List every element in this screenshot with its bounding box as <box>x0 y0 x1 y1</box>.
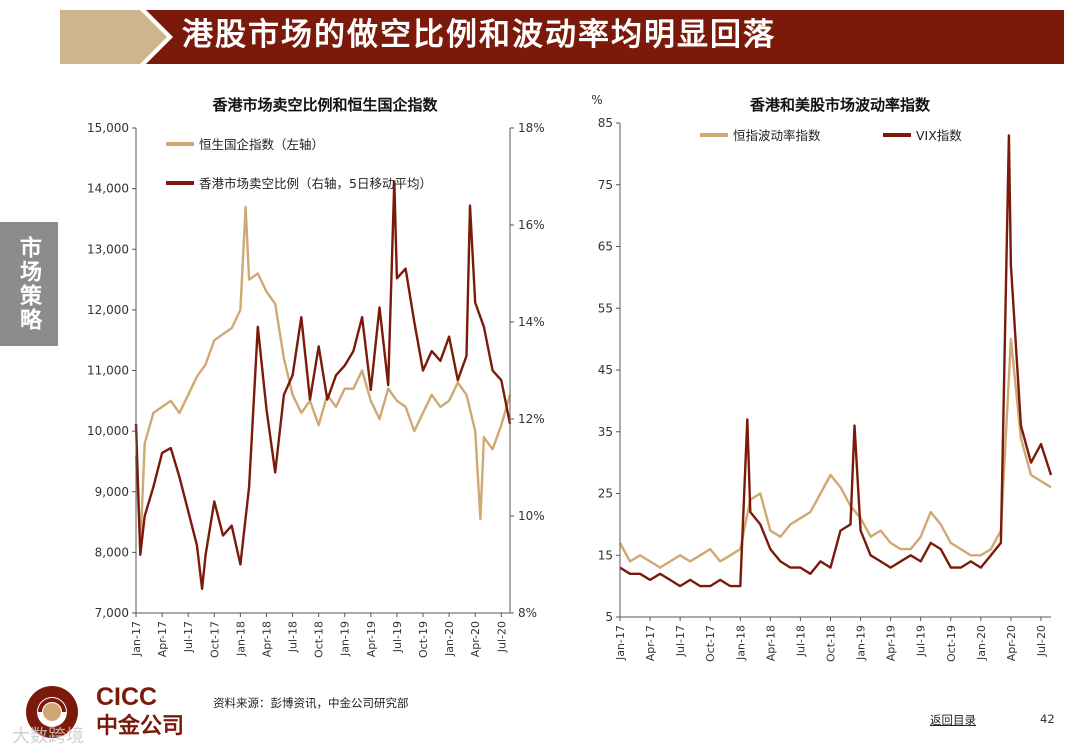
c1-x-tick-label: Apr-17 <box>156 621 169 657</box>
c1-y2-tick-label: 14% <box>518 315 545 329</box>
c1-y-tick-label: 15,000 <box>87 121 129 135</box>
c1-y-tick-label: 8,000 <box>95 545 129 559</box>
c2-x-tick-label: Oct-19 <box>945 625 958 662</box>
data-source-note: 资料来源：彭博资讯，中金公司研究部 <box>213 696 409 710</box>
c2-x-tick-label: Jan-20 <box>975 625 988 661</box>
c2-y-tick-label: 5 <box>605 610 613 624</box>
c2-x-tick-label: Jul-20 <box>1035 625 1048 657</box>
c1-y-tick-label: 14,000 <box>87 182 129 196</box>
c2-x-tick-label: Oct-18 <box>824 625 837 662</box>
c1-series-line-1 <box>134 180 512 590</box>
c2-series-line-1 <box>619 134 1053 588</box>
c1-x-tick-label: Oct-18 <box>313 621 326 658</box>
chart-short-selling-hscei: 香港市场卖空比例和恒生国企指数 15,000 14,000 13,000 12,000… <box>87 96 545 658</box>
c1-y-tick-label: 13,000 <box>87 242 129 256</box>
page-title: 港股市场的做空比例和波动率均明显回落 <box>182 17 776 53</box>
c2-x-tick-label: Jan-17 <box>614 625 627 661</box>
c2-y-tick-label: 75 <box>598 178 613 192</box>
c1-x-tick-label: Jul-18 <box>287 621 300 653</box>
c2-y-tick-label: 65 <box>598 240 613 254</box>
c1-x-tick-label: Jan-17 <box>130 621 143 657</box>
c2-x-tick-label: Jul-17 <box>674 625 687 657</box>
watermark: 大数跨境 <box>12 726 84 747</box>
c2-y-tick-label: 55 <box>598 301 613 315</box>
logo-text-en: CICC <box>96 683 157 711</box>
cicc-logo: CICC 中金公司 <box>26 683 184 739</box>
c1-x-tick-label: Oct-17 <box>208 621 221 658</box>
c1-legend-label-1: 香港市场卖空比例（右轴，5日移动平均） <box>199 176 432 191</box>
c1-y2-tick-label: 18% <box>518 121 545 135</box>
c2-x-tick-label: Oct-17 <box>704 625 717 662</box>
back-to-contents-link[interactable]: 返回目录 <box>930 713 976 727</box>
side-tab-label: 市场策略 <box>16 236 42 332</box>
header-banner <box>60 10 1064 64</box>
c2-y-tick-label: 15 <box>598 548 613 562</box>
c1-y-tick-label: 11,000 <box>87 364 129 378</box>
c2-x-tick-label: Apr-18 <box>764 625 777 661</box>
side-tab[interactable]: 市场策略 <box>0 222 58 346</box>
c2-x-tick-label: Apr-20 <box>1005 625 1018 661</box>
chart2-y-unit: % <box>591 93 602 107</box>
c2-x-tick-label: Apr-19 <box>885 625 898 661</box>
c1-x-tick-label: Jul-17 <box>182 621 195 653</box>
c1-y2-tick-label: 10% <box>518 509 545 523</box>
c2-series-line-0 <box>618 337 1052 569</box>
chart2-title: 香港和美股市场波动率指数 <box>750 96 931 114</box>
c1-x-tick-label: Apr-20 <box>469 621 482 657</box>
c1-x-tick-label: Jul-19 <box>391 621 404 653</box>
c1-x-tick-label: Apr-18 <box>260 621 273 657</box>
c2-x-tick-label: Jul-19 <box>915 625 928 657</box>
c2-x-tick-label: Jul-18 <box>794 625 807 657</box>
c1-y2-tick-label: 12% <box>518 412 545 426</box>
c1-x-tick-label: Apr-19 <box>365 621 378 657</box>
banner-left-shape <box>60 10 167 64</box>
c2-x-tick-label: Jan-19 <box>855 625 868 661</box>
c1-y-tick-label: 12,000 <box>87 303 129 317</box>
c2-legend-label-1: VIX指数 <box>916 128 962 143</box>
c1-x-tick-label: Jan-18 <box>234 621 247 657</box>
c2-x-tick-label: Jan-18 <box>734 625 747 661</box>
c1-y2-tick-label: 16% <box>518 218 545 232</box>
c2-x-tick-label: Apr-17 <box>644 625 657 661</box>
c1-x-tick-label: Jan-20 <box>443 621 456 657</box>
c2-y-tick-label: 25 <box>598 487 613 501</box>
chart1-title: 香港市场卖空比例和恒生国企指数 <box>212 96 438 114</box>
c1-x-tick-label: Jan-19 <box>339 621 352 657</box>
banner-right-shape <box>146 10 1064 64</box>
c1-legend-label-0: 恒生国企指数（左轴） <box>199 137 324 152</box>
c1-y2-tick-label: 8% <box>518 606 537 620</box>
page-number: 42 <box>1040 712 1055 726</box>
c2-legend-label-0: 恒指波动率指数 <box>733 128 821 143</box>
logo-text-cn: 中金公司 <box>96 713 184 739</box>
c1-series-line-0 <box>134 205 512 551</box>
c1-x-tick-label: Oct-19 <box>417 621 430 658</box>
c1-y-tick-label: 7,000 <box>95 606 129 620</box>
c1-y-tick-label: 9,000 <box>95 485 129 499</box>
c2-y-tick-label: 35 <box>598 425 613 439</box>
c1-x-tick-label: Jul-20 <box>495 621 508 653</box>
c2-y-tick-label: 45 <box>598 363 613 377</box>
c2-y-tick-label: 85 <box>598 116 613 130</box>
c1-y-tick-label: 10,000 <box>87 424 129 438</box>
